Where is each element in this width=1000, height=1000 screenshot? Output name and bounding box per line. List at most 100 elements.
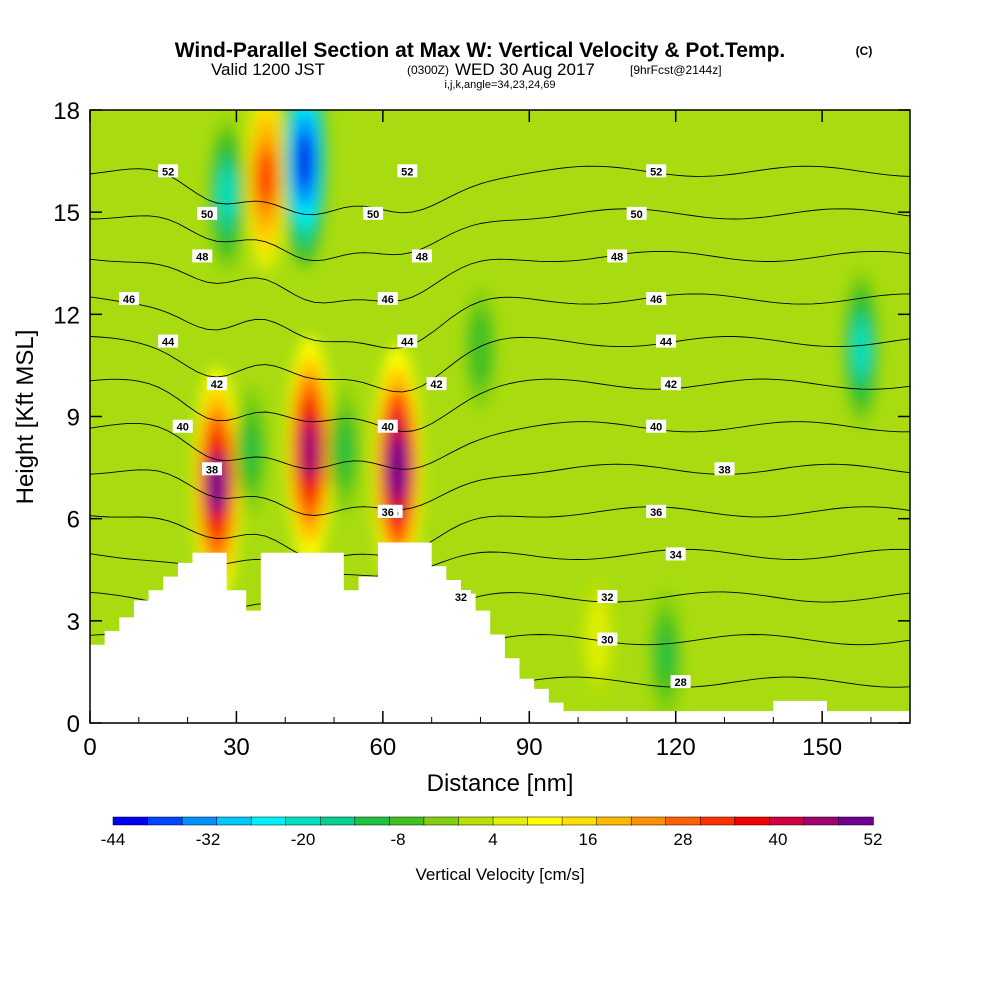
colorbar-label: Vertical Velocity [cm/s] <box>415 865 584 884</box>
isentrope-label-text: 34 <box>670 549 683 561</box>
colorbar-swatch <box>665 816 702 826</box>
isentrope-label-text: 36 <box>650 507 662 519</box>
isentrope-label-text: 28 <box>674 677 686 689</box>
isentrope-label: 34 <box>665 547 686 561</box>
chart-title: Wind-Parallel Section at Max W: Vertical… <box>175 39 786 62</box>
isentrope-line <box>90 336 910 393</box>
velocity-core <box>657 634 674 676</box>
plot-area: 52 52 52 50 50 50 48 48 48 46 46 46 44 44 44 42 42 42 40 40… <box>90 110 910 723</box>
isentrope-line <box>90 208 910 262</box>
velocity-core <box>852 324 870 372</box>
y-tick-label: 12 <box>53 302 80 329</box>
isentrope-label-text: 46 <box>382 294 394 306</box>
isentrope-label: 28 <box>670 675 691 689</box>
colorbar-swatch <box>250 816 287 826</box>
isentrope-label-text: 48 <box>196 251 208 263</box>
isentrope-label: 50 <box>197 206 218 221</box>
velocity-core <box>243 429 260 472</box>
isentrope-label-text: 30 <box>601 635 613 647</box>
isentrope-label-text: 44 <box>660 337 673 349</box>
isentrope-label: 46 <box>646 292 667 306</box>
colorbar-swatch <box>181 816 218 826</box>
velocity-core <box>300 419 320 482</box>
x-axis-label: Distance [nm] <box>427 770 574 797</box>
isentrope-label-text: 50 <box>367 209 379 221</box>
velocity-core <box>295 131 314 191</box>
colorbar-swatch <box>389 816 425 826</box>
isentrope-label-text: 40 <box>650 422 662 434</box>
colorbar-tick-label: 28 <box>674 830 693 849</box>
colorbar-swatch <box>354 816 391 826</box>
isentrope-label-text: 52 <box>650 166 662 178</box>
isentrope-label-text: 44 <box>162 337 175 349</box>
colorbar-tick-label: -32 <box>196 830 221 849</box>
colorbar-swatch <box>458 816 494 826</box>
isentrope-label-text: 46 <box>123 294 135 306</box>
colorbar-swatch <box>492 816 529 826</box>
isentrope-label: 38 <box>202 462 223 476</box>
isentrope-label: 32 <box>597 589 618 604</box>
colorbar-swatch <box>423 816 460 826</box>
isentrope-label-text: 50 <box>201 209 213 221</box>
isentrope-label: 52 <box>397 164 418 178</box>
colorbar-swatch <box>630 816 667 826</box>
isentrope-label: 50 <box>626 206 647 221</box>
colorbar-swatch <box>561 816 598 826</box>
subtitle-forecast: [9hrFcst@2144z] <box>630 63 722 77</box>
isentrope-label: 46 <box>119 292 140 306</box>
y-tick-label: 0 <box>67 711 80 738</box>
isentrope-label: 52 <box>646 164 667 178</box>
isentrope-label: 42 <box>426 377 447 391</box>
colorbar-tick-label: -20 <box>291 830 316 849</box>
x-tick-label: 30 <box>223 734 250 761</box>
subtitle-utc: (0300Z) <box>407 63 449 77</box>
isentrope-label: 48 <box>192 249 213 263</box>
isentrope-label-text: 42 <box>211 379 223 391</box>
isentrope-label: 48 <box>411 249 432 263</box>
colorbar: -44 -32 -20 -8 4 16 28 40 52 <box>101 816 883 849</box>
isentrope-label: 42 <box>206 377 227 391</box>
isentrope-label: 40 <box>646 419 667 434</box>
x-tick-label: 90 <box>516 734 543 761</box>
isentrope-labels: 52 52 52 50 50 50 48 48 48 46 46 46 44 44 44 42 42 42 40 40… <box>119 164 735 689</box>
isentrope-label: 38 <box>714 462 735 476</box>
colorbar-tick-label: 40 <box>769 830 788 849</box>
isentrope-label: 40 <box>377 419 398 434</box>
colorbar-tick-label: 4 <box>488 830 497 849</box>
colorbar-swatch <box>769 816 805 826</box>
colorbar-swatch <box>803 816 840 826</box>
x-tick-label: 60 <box>370 734 397 761</box>
isentrope-label-text: 46 <box>650 294 662 306</box>
y-tick-label: 6 <box>67 507 80 534</box>
colorbar-swatch <box>838 816 874 826</box>
isentrope-label: 30 <box>597 632 618 647</box>
isentrope-label-text: 48 <box>611 251 623 263</box>
isentrope-label: 48 <box>607 249 628 263</box>
isentrope-line <box>90 250 910 304</box>
velocity-core <box>256 151 275 206</box>
isentrope-line <box>90 463 910 516</box>
colorbar-tick-label: 52 <box>864 830 883 849</box>
colorbar-swatch <box>527 816 563 826</box>
copyright-mark: (C) <box>856 44 873 58</box>
x-tick-label: 120 <box>656 734 696 761</box>
isentrope-label-text: 32 <box>601 592 613 604</box>
colorbar-swatch <box>216 816 252 826</box>
terrain-mask <box>90 542 910 723</box>
y-tick-label: 3 <box>67 609 80 636</box>
y-tick-label: 15 <box>53 200 80 227</box>
isentrope-label: 44 <box>655 334 676 349</box>
isentrope-line <box>90 506 910 560</box>
y-tick-label: 18 <box>53 98 80 125</box>
isentrope-label: 40 <box>172 419 193 434</box>
colorbar-tick-label: -8 <box>390 830 405 849</box>
velocity-core <box>335 429 352 472</box>
isentrope-line <box>90 165 910 216</box>
isentrope-label: 32 <box>450 589 471 604</box>
velocity-core <box>387 435 408 501</box>
colorbar-swatch <box>147 816 183 826</box>
terrain <box>90 542 910 723</box>
isentrope-label-text: 40 <box>382 422 394 434</box>
isentrope-label: 36 <box>377 504 398 519</box>
